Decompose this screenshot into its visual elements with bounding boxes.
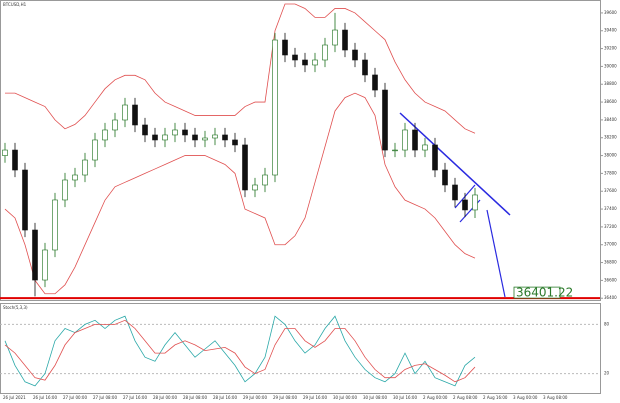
x-tick-label: 2 Aug 08:00 [453, 395, 478, 400]
x-tick-label: 2 Aug 16:00 [483, 395, 508, 400]
x-tick-label: 28 Jul 00:00 [153, 395, 177, 400]
y-tick-label: 38000 [604, 153, 617, 158]
candle-body [252, 184, 258, 191]
y-tick-label: 80 [604, 321, 610, 326]
candle-body [82, 159, 88, 176]
x-tick-label: 3 Aug 08:00 [543, 395, 568, 400]
x-tick-label: 26 Jul 16:00 [33, 395, 57, 400]
candle-body [302, 59, 308, 66]
x-tick-label: 29 Jul 00:00 [243, 395, 267, 400]
y-tick-label: 39400 [604, 28, 617, 33]
candle-body [62, 179, 68, 201]
candle-body [222, 134, 228, 141]
y-tick-label: 39000 [604, 63, 617, 68]
candle-body [372, 74, 378, 91]
candle-body [382, 89, 388, 151]
candle-body [12, 149, 18, 171]
y-tick-label: 37200 [604, 224, 617, 229]
y-tick-label: 36600 [604, 277, 617, 282]
candle-body [322, 44, 328, 61]
candle-body [202, 137, 208, 141]
y-tick-label: 37400 [604, 206, 617, 211]
chart-title: BTCUSD,H1 [3, 2, 27, 7]
candle-body [132, 104, 138, 126]
y-tick-label: 39600 [604, 10, 617, 15]
candle-body [192, 134, 198, 141]
candle-body [122, 104, 128, 121]
y-tick-label: 20 [604, 371, 610, 376]
y-tick-label: 38600 [604, 99, 617, 104]
candle-body [32, 229, 38, 281]
x-tick-label: 29 Jul 08:00 [273, 395, 297, 400]
candle-body [402, 129, 408, 151]
projection-line [486, 209, 506, 298]
level-label: 36401.22 [516, 286, 573, 300]
indicator-panel [0, 303, 601, 394]
candle-body [422, 144, 428, 151]
y-tick-label: 38400 [604, 117, 617, 122]
candle-body [182, 129, 188, 136]
candle-body [22, 169, 28, 231]
candle-body [342, 29, 348, 51]
candle-body [102, 129, 108, 141]
x-tick-label: 29 Jul 16:00 [303, 395, 327, 400]
x-tick-label: 30 Jul 16:00 [393, 395, 417, 400]
level-box [513, 286, 561, 299]
candle-body [152, 134, 158, 141]
y-tick-label: 38800 [604, 81, 617, 86]
band-lower [4, 92, 476, 295]
indicator-title: Stoch(5,3,3) [3, 305, 28, 310]
candle-body [142, 124, 148, 136]
y-tick-label: 36800 [604, 260, 617, 265]
candle-body [172, 129, 178, 136]
candle-body [442, 169, 448, 186]
candle-body [2, 149, 8, 156]
candle-body [472, 194, 478, 211]
y-tick-label: 38200 [604, 135, 617, 140]
candle-body [432, 144, 438, 171]
x-tick-label: 26 Jul 2021 [3, 395, 26, 400]
x-tick-label: 3 Aug 00:00 [513, 395, 538, 400]
stoch-signal [4, 319, 476, 383]
x-tick-label: 30 Jul 00:00 [333, 395, 357, 400]
candle-body [232, 139, 238, 146]
y-tick-label: 39200 [604, 46, 617, 51]
x-tick-label: 28 Jul 08:00 [183, 395, 207, 400]
x-tick-label: 27 Jul 16:00 [123, 395, 147, 400]
candle-body [92, 139, 98, 161]
y-tick-label: 37600 [604, 188, 617, 193]
price-panel [0, 0, 601, 301]
candle-body [162, 134, 168, 141]
stoch-main [4, 315, 476, 387]
candle-body [112, 119, 118, 131]
y-tick-label: 36400 [604, 295, 617, 300]
candle-body [312, 59, 318, 66]
band-upper [5, 3, 476, 134]
candle-body [242, 144, 248, 191]
x-tick-label: 27 Jul 08:00 [93, 395, 117, 400]
candle-body [462, 199, 468, 211]
candle-body [332, 29, 338, 46]
candle-body [292, 54, 298, 61]
x-tick-label: 28 Jul 16:00 [213, 395, 237, 400]
y-tick-label: 37000 [604, 242, 617, 247]
trend-line [399, 112, 511, 216]
candle-body [452, 184, 458, 201]
x-tick-label: 2 Aug 00:00 [423, 395, 448, 400]
candle-body [72, 174, 78, 181]
candle-body [262, 174, 268, 186]
candle-body [42, 249, 48, 281]
candle-body [362, 59, 368, 76]
candle-body [212, 134, 218, 139]
candle-body [352, 49, 358, 61]
candle-body [412, 129, 418, 151]
x-tick-label: 30 Jul 08:00 [363, 395, 387, 400]
candle-body [392, 149, 398, 152]
y-tick-label: 37800 [604, 170, 617, 175]
x-tick-label: 27 Jul 00:00 [63, 395, 87, 400]
candle-body [282, 39, 288, 56]
candle-body [272, 39, 278, 176]
candle-body [52, 199, 58, 251]
